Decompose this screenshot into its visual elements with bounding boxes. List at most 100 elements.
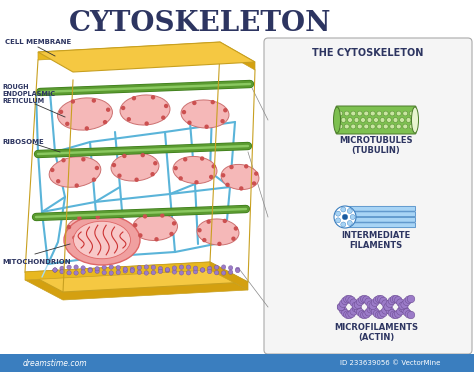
Circle shape — [211, 164, 216, 169]
Polygon shape — [38, 42, 220, 60]
FancyBboxPatch shape — [264, 38, 472, 354]
FancyBboxPatch shape — [345, 217, 416, 222]
Circle shape — [400, 118, 404, 122]
Circle shape — [116, 266, 120, 270]
Circle shape — [164, 104, 168, 108]
Circle shape — [390, 111, 395, 116]
Circle shape — [144, 265, 148, 269]
Circle shape — [214, 270, 219, 275]
Circle shape — [65, 122, 70, 126]
Ellipse shape — [64, 215, 140, 265]
Circle shape — [382, 307, 389, 314]
Circle shape — [121, 106, 125, 110]
Circle shape — [339, 300, 347, 308]
Circle shape — [143, 214, 147, 218]
Circle shape — [383, 124, 388, 129]
Circle shape — [370, 111, 375, 116]
Text: ID 233639056 © VectorMine: ID 233639056 © VectorMine — [340, 360, 440, 366]
Circle shape — [367, 118, 372, 122]
Circle shape — [399, 302, 406, 310]
Circle shape — [367, 305, 374, 313]
Text: ROUGH
ENDOPLASMIC
RETICULUM: ROUGH ENDOPLASMIC RETICULUM — [2, 84, 55, 104]
Circle shape — [200, 156, 204, 161]
Circle shape — [357, 111, 362, 116]
Circle shape — [92, 177, 96, 182]
Circle shape — [236, 267, 240, 272]
Circle shape — [394, 310, 402, 318]
Circle shape — [347, 208, 352, 214]
Circle shape — [56, 179, 60, 183]
Circle shape — [137, 270, 142, 275]
Circle shape — [88, 268, 92, 273]
Circle shape — [337, 303, 345, 311]
Circle shape — [403, 298, 410, 305]
Circle shape — [346, 311, 353, 319]
Circle shape — [401, 305, 409, 313]
Circle shape — [336, 218, 340, 223]
Circle shape — [341, 118, 346, 122]
Circle shape — [364, 111, 369, 116]
Circle shape — [396, 124, 401, 129]
Circle shape — [239, 186, 244, 190]
Text: MICROFILAMENTS
(ACTIN): MICROFILAMENTS (ACTIN) — [334, 323, 418, 342]
Circle shape — [403, 111, 408, 116]
Circle shape — [252, 181, 256, 186]
Circle shape — [153, 161, 157, 166]
Circle shape — [60, 266, 64, 270]
Circle shape — [158, 266, 163, 271]
Circle shape — [348, 310, 356, 318]
Circle shape — [350, 308, 357, 315]
Circle shape — [150, 172, 155, 176]
Circle shape — [347, 221, 352, 225]
Circle shape — [172, 221, 176, 225]
Circle shape — [160, 213, 164, 218]
FancyBboxPatch shape — [345, 223, 416, 228]
Circle shape — [179, 271, 183, 275]
Circle shape — [186, 265, 191, 269]
Circle shape — [81, 157, 86, 161]
Ellipse shape — [133, 214, 177, 241]
Circle shape — [95, 269, 100, 273]
FancyBboxPatch shape — [345, 206, 416, 211]
Ellipse shape — [111, 153, 159, 181]
Circle shape — [130, 267, 135, 272]
Circle shape — [201, 268, 205, 272]
Circle shape — [197, 228, 202, 232]
Circle shape — [361, 311, 368, 319]
Ellipse shape — [411, 107, 419, 133]
Circle shape — [155, 237, 159, 241]
Circle shape — [369, 304, 377, 312]
Circle shape — [158, 269, 163, 273]
Circle shape — [74, 183, 79, 188]
Circle shape — [223, 219, 227, 223]
Circle shape — [90, 240, 94, 244]
Circle shape — [173, 166, 178, 170]
Circle shape — [374, 118, 378, 122]
Bar — [0, 354, 474, 372]
Ellipse shape — [221, 164, 259, 190]
Ellipse shape — [181, 100, 229, 128]
Circle shape — [109, 265, 113, 269]
Circle shape — [341, 207, 346, 212]
Circle shape — [85, 126, 89, 131]
Circle shape — [228, 270, 233, 274]
Circle shape — [386, 300, 393, 308]
Circle shape — [365, 298, 373, 305]
Circle shape — [410, 111, 414, 116]
Circle shape — [74, 271, 78, 275]
Circle shape — [116, 270, 120, 275]
Circle shape — [341, 222, 346, 227]
Circle shape — [352, 304, 360, 312]
Circle shape — [375, 295, 383, 303]
Circle shape — [144, 271, 148, 275]
Circle shape — [390, 124, 395, 129]
Circle shape — [380, 297, 387, 305]
Circle shape — [132, 96, 136, 100]
Circle shape — [194, 180, 199, 185]
Circle shape — [358, 296, 366, 304]
Circle shape — [133, 223, 137, 227]
Circle shape — [369, 302, 377, 310]
Circle shape — [380, 309, 387, 317]
Circle shape — [186, 271, 191, 275]
Circle shape — [192, 101, 197, 105]
